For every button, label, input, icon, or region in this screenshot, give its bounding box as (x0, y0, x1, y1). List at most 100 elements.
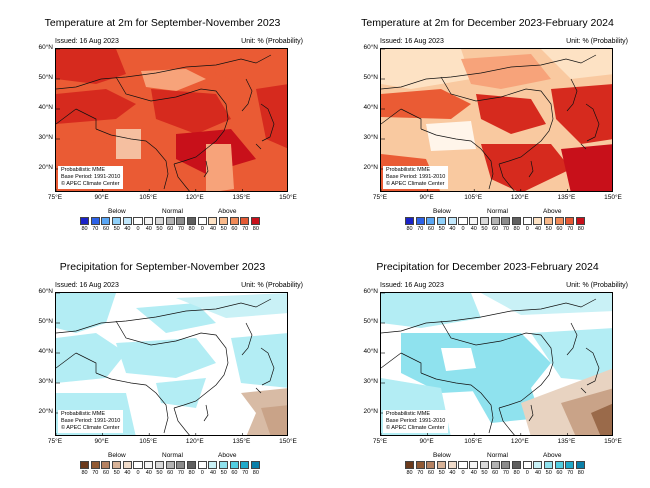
coastline (115, 320, 229, 364)
legend-tick-label: 50 (438, 470, 445, 476)
panel-title: Temperature at 2m for December 2023-Febr… (361, 17, 614, 29)
map-svg (56, 293, 287, 435)
legend-swatch (112, 217, 122, 225)
probability-region (441, 348, 476, 371)
lon-label: 90°E (419, 438, 434, 445)
legend-tick-label: 40 (470, 470, 477, 476)
probability-region (116, 129, 141, 159)
coastline (528, 160, 534, 178)
coastline (381, 352, 402, 369)
legend-tick-label: 60 (492, 470, 499, 476)
note-line: Base Period: 1991-2010 (386, 418, 446, 424)
legend-tick-label: 0 (461, 226, 465, 232)
lat-label: 40°N (38, 104, 53, 111)
legend-swatch (218, 461, 229, 469)
legend-bar (405, 461, 587, 469)
legend-swatch (240, 461, 250, 469)
lat-label: 20°N (38, 408, 53, 415)
coastline (75, 352, 97, 373)
coastline (255, 387, 262, 394)
legend-bar (80, 217, 262, 225)
legend-tick-label: 80 (406, 470, 413, 476)
legend-swatch (218, 217, 229, 225)
legend-tick-label: 60 (167, 470, 174, 476)
legend-swatch (501, 461, 511, 469)
legend-swatch (90, 217, 100, 225)
note-line: Probabilistic MME (61, 411, 106, 417)
legend-swatch (176, 217, 186, 225)
probability-region (141, 69, 206, 91)
legend-swatch (165, 217, 175, 225)
legend-swatch (479, 217, 489, 225)
legend-tick-label: 50 (438, 226, 445, 232)
legend-tick-label: 80 (81, 226, 88, 232)
product-note: Probabilistic MME Base Period: 1991-2010 ©… (383, 166, 449, 189)
legend-tick-label: 50 (156, 470, 163, 476)
lon-label: 135°E (232, 194, 251, 201)
legend-normal-label: Normal (162, 452, 183, 459)
legend-ticks: 80 70 60 50 40 0 40 50 60 70 80 0 40 50 60 70 80 (405, 470, 587, 478)
legend-tick-label: 40 (209, 226, 217, 232)
probability-region (56, 49, 126, 84)
legend-bar (405, 217, 587, 225)
unit-label: Unit: % (Probability) (241, 282, 303, 289)
legend-swatch (165, 461, 175, 469)
issued-date: Issued: 16 Aug 2023 (55, 38, 119, 45)
coastline (115, 76, 229, 120)
lon-label: 120°E (510, 194, 529, 201)
probability-region (261, 405, 287, 435)
panel-title: Precipitation for December 2023-February… (376, 261, 599, 273)
map-area: Probabilistic MME Base Period: 1991-2010 ©… (380, 292, 613, 436)
panel-title: Precipitation for September-November 202… (59, 261, 266, 273)
lat-label: 40°N (38, 348, 53, 355)
legend-swatch (90, 461, 100, 469)
lon-label: 75°E (47, 194, 63, 201)
legend-tick-label: 40 (534, 470, 542, 476)
coastline (56, 298, 272, 334)
lat-label: 60°N (363, 288, 378, 295)
probability-region (151, 89, 231, 134)
map-svg (56, 49, 287, 191)
legend-tick-label: 70 (567, 226, 574, 232)
legend-swatch (176, 461, 186, 469)
probability-region (206, 144, 234, 191)
coastline (498, 163, 515, 191)
legend-tick-label: 40 (124, 226, 131, 232)
coastline (580, 143, 587, 150)
issued-date: Issued: 16 Aug 2023 (380, 38, 444, 45)
coastline (381, 298, 597, 334)
legend-swatch (447, 461, 457, 469)
probability-region (56, 333, 126, 383)
lat-label: 30°N (38, 378, 53, 385)
legend-tick-label: 40 (470, 226, 477, 232)
coastline (440, 76, 554, 120)
note-line: © APEC Climate Center (61, 425, 120, 431)
legend-swatch (229, 461, 239, 469)
coastline (566, 78, 578, 112)
probability-region (116, 338, 216, 378)
legend-swatch (405, 461, 415, 469)
probability-region (531, 328, 612, 383)
map-area: Probabilistic MME Base Period: 1991-2010 ©… (55, 292, 288, 436)
legend-tick-label: 60 (492, 226, 499, 232)
note-line: © APEC Climate Center (61, 181, 120, 187)
probability-region (476, 94, 546, 134)
lat-label: 50°N (38, 318, 53, 325)
legend-swatch (251, 217, 261, 225)
legend-below-label: Below (108, 452, 126, 459)
legend-tick-label: 60 (231, 470, 238, 476)
legend-below-label: Below (108, 208, 126, 215)
product-note: Probabilistic MME Base Period: 1991-2010 ©… (58, 166, 124, 189)
map-panel-prec-djf: Precipitation for December 2023-February… (325, 244, 650, 488)
map-panel-temp-son: Temperature at 2m for September-November… (0, 0, 325, 244)
legend-tick-label: 80 (577, 226, 584, 232)
legend-swatch (251, 461, 261, 469)
unit-label: Unit: % (Probability) (241, 38, 303, 45)
legend-tick-label: 50 (113, 226, 120, 232)
legend-tick-label: 70 (502, 470, 509, 476)
coastline (381, 108, 402, 125)
legend-swatch (80, 461, 90, 469)
probability-region (591, 403, 612, 435)
legend-tick-label: 80 (513, 470, 520, 476)
legend-normal-label: Normal (487, 452, 508, 459)
